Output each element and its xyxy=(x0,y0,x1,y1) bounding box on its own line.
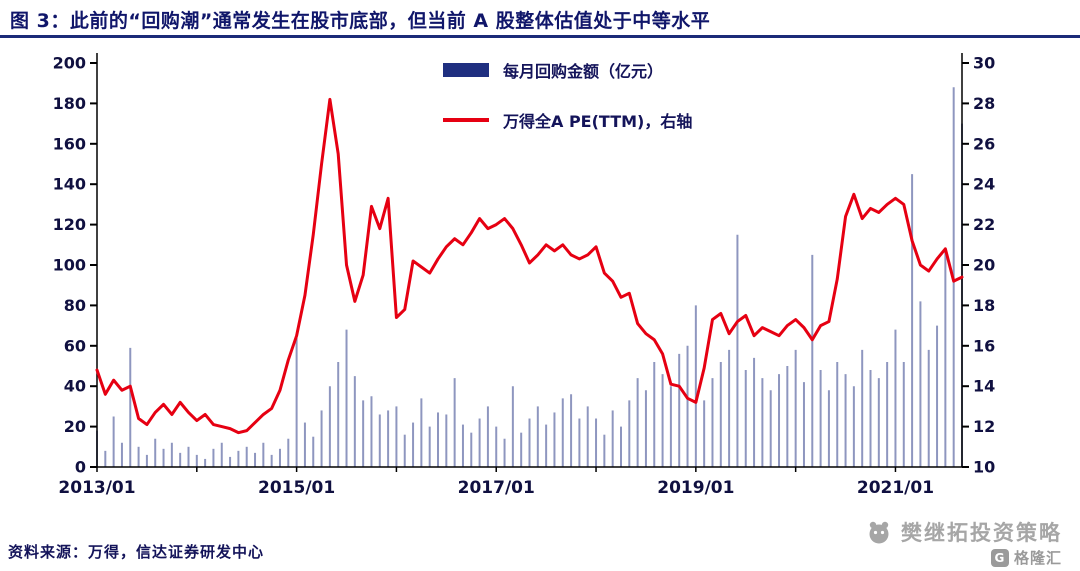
svg-text:22: 22 xyxy=(973,215,995,234)
strategy-watermark: 樊继拓投资策略 xyxy=(866,517,1062,547)
svg-text:180: 180 xyxy=(53,94,86,113)
svg-text:28: 28 xyxy=(973,94,995,113)
svg-text:160: 160 xyxy=(53,134,86,153)
gelonghui-logo-icon: G xyxy=(990,548,1009,567)
legend-line-swatch xyxy=(443,118,489,122)
legend: 每月回购金额（亿元） 万得全A PE(TTM)，右轴 xyxy=(443,58,692,132)
legend-bar-swatch xyxy=(443,63,489,77)
svg-text:30: 30 xyxy=(973,54,995,73)
svg-text:120: 120 xyxy=(53,215,86,234)
source-note: 资料来源：万得，信达证券研发中心 xyxy=(8,543,265,561)
strategy-logo-icon xyxy=(869,521,889,543)
svg-text:2017/01: 2017/01 xyxy=(458,478,535,498)
svg-text:200: 200 xyxy=(53,54,86,73)
svg-text:20: 20 xyxy=(64,417,86,436)
figure-title: 图 3：此前的“回购潮”通常发生在股市底部，但当前 A 股整体估值处于中等水平 xyxy=(10,10,711,32)
svg-text:10: 10 xyxy=(973,458,995,477)
svg-text:2019/01: 2019/01 xyxy=(657,478,734,498)
svg-text:0: 0 xyxy=(75,458,86,477)
svg-text:14: 14 xyxy=(973,377,995,396)
svg-text:26: 26 xyxy=(973,134,995,153)
svg-text:80: 80 xyxy=(64,296,86,315)
svg-text:20: 20 xyxy=(973,256,995,275)
legend-item-pe: 万得全A PE(TTM)，右轴 xyxy=(443,108,692,132)
svg-text:60: 60 xyxy=(64,336,86,355)
svg-text:2013/01: 2013/01 xyxy=(58,478,135,498)
svg-text:140: 140 xyxy=(53,175,86,194)
gelonghui-logo: G 格隆汇 xyxy=(990,547,1062,568)
svg-text:12: 12 xyxy=(973,417,995,436)
svg-text:24: 24 xyxy=(973,175,995,194)
svg-text:18: 18 xyxy=(973,296,995,315)
svg-text:100: 100 xyxy=(53,256,86,275)
svg-text:2015/01: 2015/01 xyxy=(258,478,335,498)
svg-text:16: 16 xyxy=(973,336,995,355)
chart-canvas: 0204060801001201401601802001012141618202… xyxy=(53,53,995,498)
strategy-watermark-text: 樊继拓投资策略 xyxy=(901,521,1062,545)
legend-line-label: 万得全A PE(TTM)，右轴 xyxy=(503,112,693,131)
legend-item-buyback: 每月回购金额（亿元） xyxy=(443,58,692,82)
svg-text:40: 40 xyxy=(64,377,86,396)
svg-text:2021/01: 2021/01 xyxy=(857,478,934,498)
gelonghui-logo-text: 格隆汇 xyxy=(1013,549,1062,567)
legend-bar-label: 每月回购金额（亿元） xyxy=(503,62,664,81)
figure-header: 图 3：此前的“回购潮”通常发生在股市底部，但当前 A 股整体估值处于中等水平 xyxy=(0,0,1080,38)
